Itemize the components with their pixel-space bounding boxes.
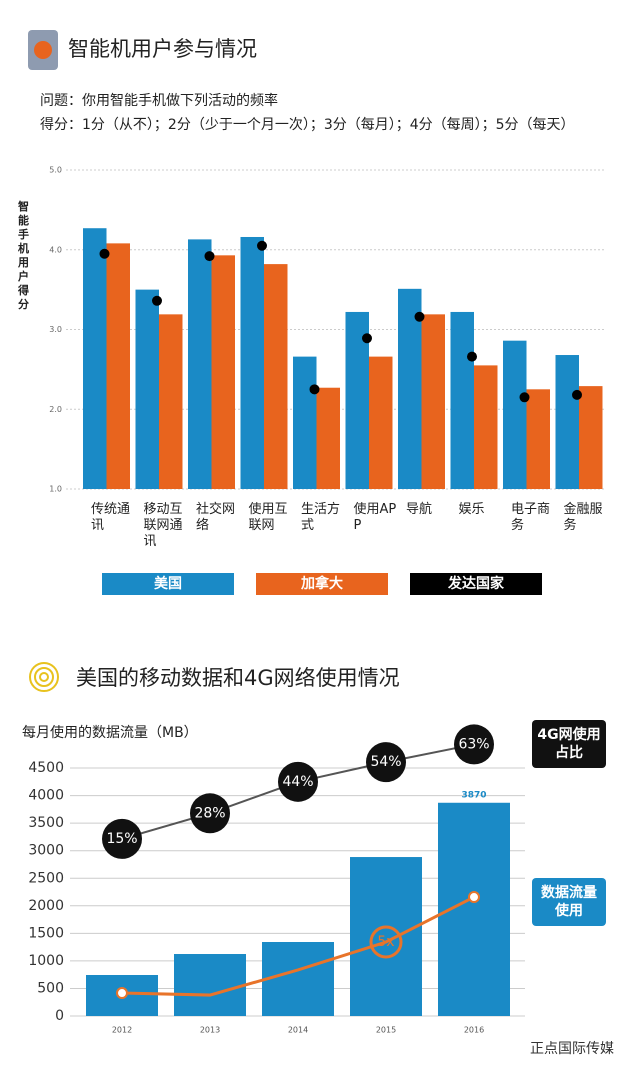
x-tick-label: 移动互联网通讯 <box>143 502 183 549</box>
x-tick-label: 社交网络 <box>196 502 236 533</box>
bar <box>159 314 183 489</box>
y-tick-label: 500 <box>37 980 64 996</box>
annotation: 5x <box>377 934 394 950</box>
bar <box>316 387 340 489</box>
x-tick-label: 2012 <box>112 1026 132 1035</box>
y-tick-label: 2000 <box>28 898 64 914</box>
x-tick-label: 2015 <box>376 1026 396 1035</box>
x-tick-label: 使用APP <box>353 502 397 533</box>
dot <box>257 240 267 251</box>
y-tick-label: 3.0 <box>49 325 62 334</box>
y-axis-label: 智能手机用户得分 <box>18 200 29 311</box>
legend-item: 美国 <box>102 573 234 595</box>
y-tick-label: 2.0 <box>49 405 62 414</box>
y-tick-label: 1.0 <box>49 485 62 494</box>
bar <box>345 311 369 489</box>
point <box>366 742 406 783</box>
y-axis-label: 每月使用的数据流量（MB） <box>22 724 198 741</box>
point <box>116 987 128 1000</box>
legend-item: 数据流量使用 <box>532 878 606 926</box>
dot <box>572 389 582 400</box>
bar <box>421 314 445 489</box>
bar <box>450 311 474 489</box>
bar-label: 3870 <box>461 790 486 800</box>
title: 美国的移动数据和4G网络使用情况 <box>76 666 400 690</box>
bar <box>106 243 130 489</box>
phone-icon-dot <box>34 41 52 59</box>
title: 智能机用户参与情况 <box>68 37 257 61</box>
y-tick-label: 2500 <box>28 870 64 886</box>
bar <box>503 340 527 489</box>
legend-item: 加拿大 <box>256 573 388 595</box>
y-tick-label: 1000 <box>28 953 64 969</box>
y-tick-label: 4000 <box>28 788 64 804</box>
bar <box>474 365 498 489</box>
legend-item: 4G网使用占比 <box>532 720 606 768</box>
dot <box>362 333 372 344</box>
x-tick-label: 电子商务 <box>511 502 551 533</box>
note: 得分：1分（从不）；2分（少于一个月一次）；3分（每月）；4分（每周）；5分（每… <box>40 116 575 133</box>
x-tick-label: 使用互联网 <box>248 502 288 533</box>
y-tick-label: 3000 <box>28 843 64 859</box>
bar <box>262 942 334 1016</box>
bar <box>398 288 422 489</box>
bar <box>135 289 159 489</box>
dot <box>309 384 320 395</box>
bar <box>350 857 422 1016</box>
x-tick-label: 2014 <box>288 1026 308 1035</box>
y-tick-label: 5.0 <box>49 166 62 175</box>
bar <box>188 239 212 489</box>
bar <box>240 236 264 489</box>
y-tick-label: 1500 <box>28 925 64 941</box>
y-tick-label: 4.0 <box>49 245 62 254</box>
point <box>102 818 142 859</box>
x-tick-label: 传统通讯 <box>91 502 131 533</box>
y-tick-label: 3500 <box>28 815 64 831</box>
legend-item: 发达国家 <box>410 573 542 595</box>
x-tick-label: 2016 <box>464 1026 484 1035</box>
bar <box>526 389 550 489</box>
bar <box>211 255 235 489</box>
bar <box>264 264 288 489</box>
y-tick-label: 4500 <box>28 760 64 776</box>
x-tick-label: 导航 <box>406 502 433 517</box>
x-tick-label: 娱乐 <box>458 502 485 517</box>
bar <box>174 954 246 1016</box>
bar <box>83 228 107 489</box>
point <box>190 793 230 834</box>
y-tick-label: 0 <box>55 1008 64 1024</box>
data-label: 63% <box>458 736 489 752</box>
bar <box>293 356 317 489</box>
x-tick-label: 生活方式 <box>301 502 341 533</box>
x-tick-label: 金融服务 <box>563 502 603 533</box>
watermark: 正点国际传媒 <box>530 1041 614 1057</box>
point <box>468 891 480 904</box>
dot <box>414 311 425 322</box>
signal-icon <box>29 662 59 692</box>
line <box>121 895 475 997</box>
dot <box>99 248 110 259</box>
data-label: 28% <box>194 805 225 821</box>
dot <box>467 351 477 362</box>
point <box>454 724 494 765</box>
annotation-ring <box>369 925 403 959</box>
data-label: 54% <box>370 754 401 770</box>
dot <box>152 295 162 306</box>
subtitle: 问题：你用智能手机做下列活动的频率 <box>40 92 278 109</box>
bar <box>369 356 393 489</box>
dot <box>519 392 530 403</box>
bar <box>579 386 603 489</box>
dot <box>204 251 215 262</box>
data-label: 15% <box>106 831 137 847</box>
x-tick-label: 2013 <box>200 1026 220 1035</box>
data-label: 44% <box>282 774 313 790</box>
bar <box>555 355 579 489</box>
point <box>278 761 318 802</box>
